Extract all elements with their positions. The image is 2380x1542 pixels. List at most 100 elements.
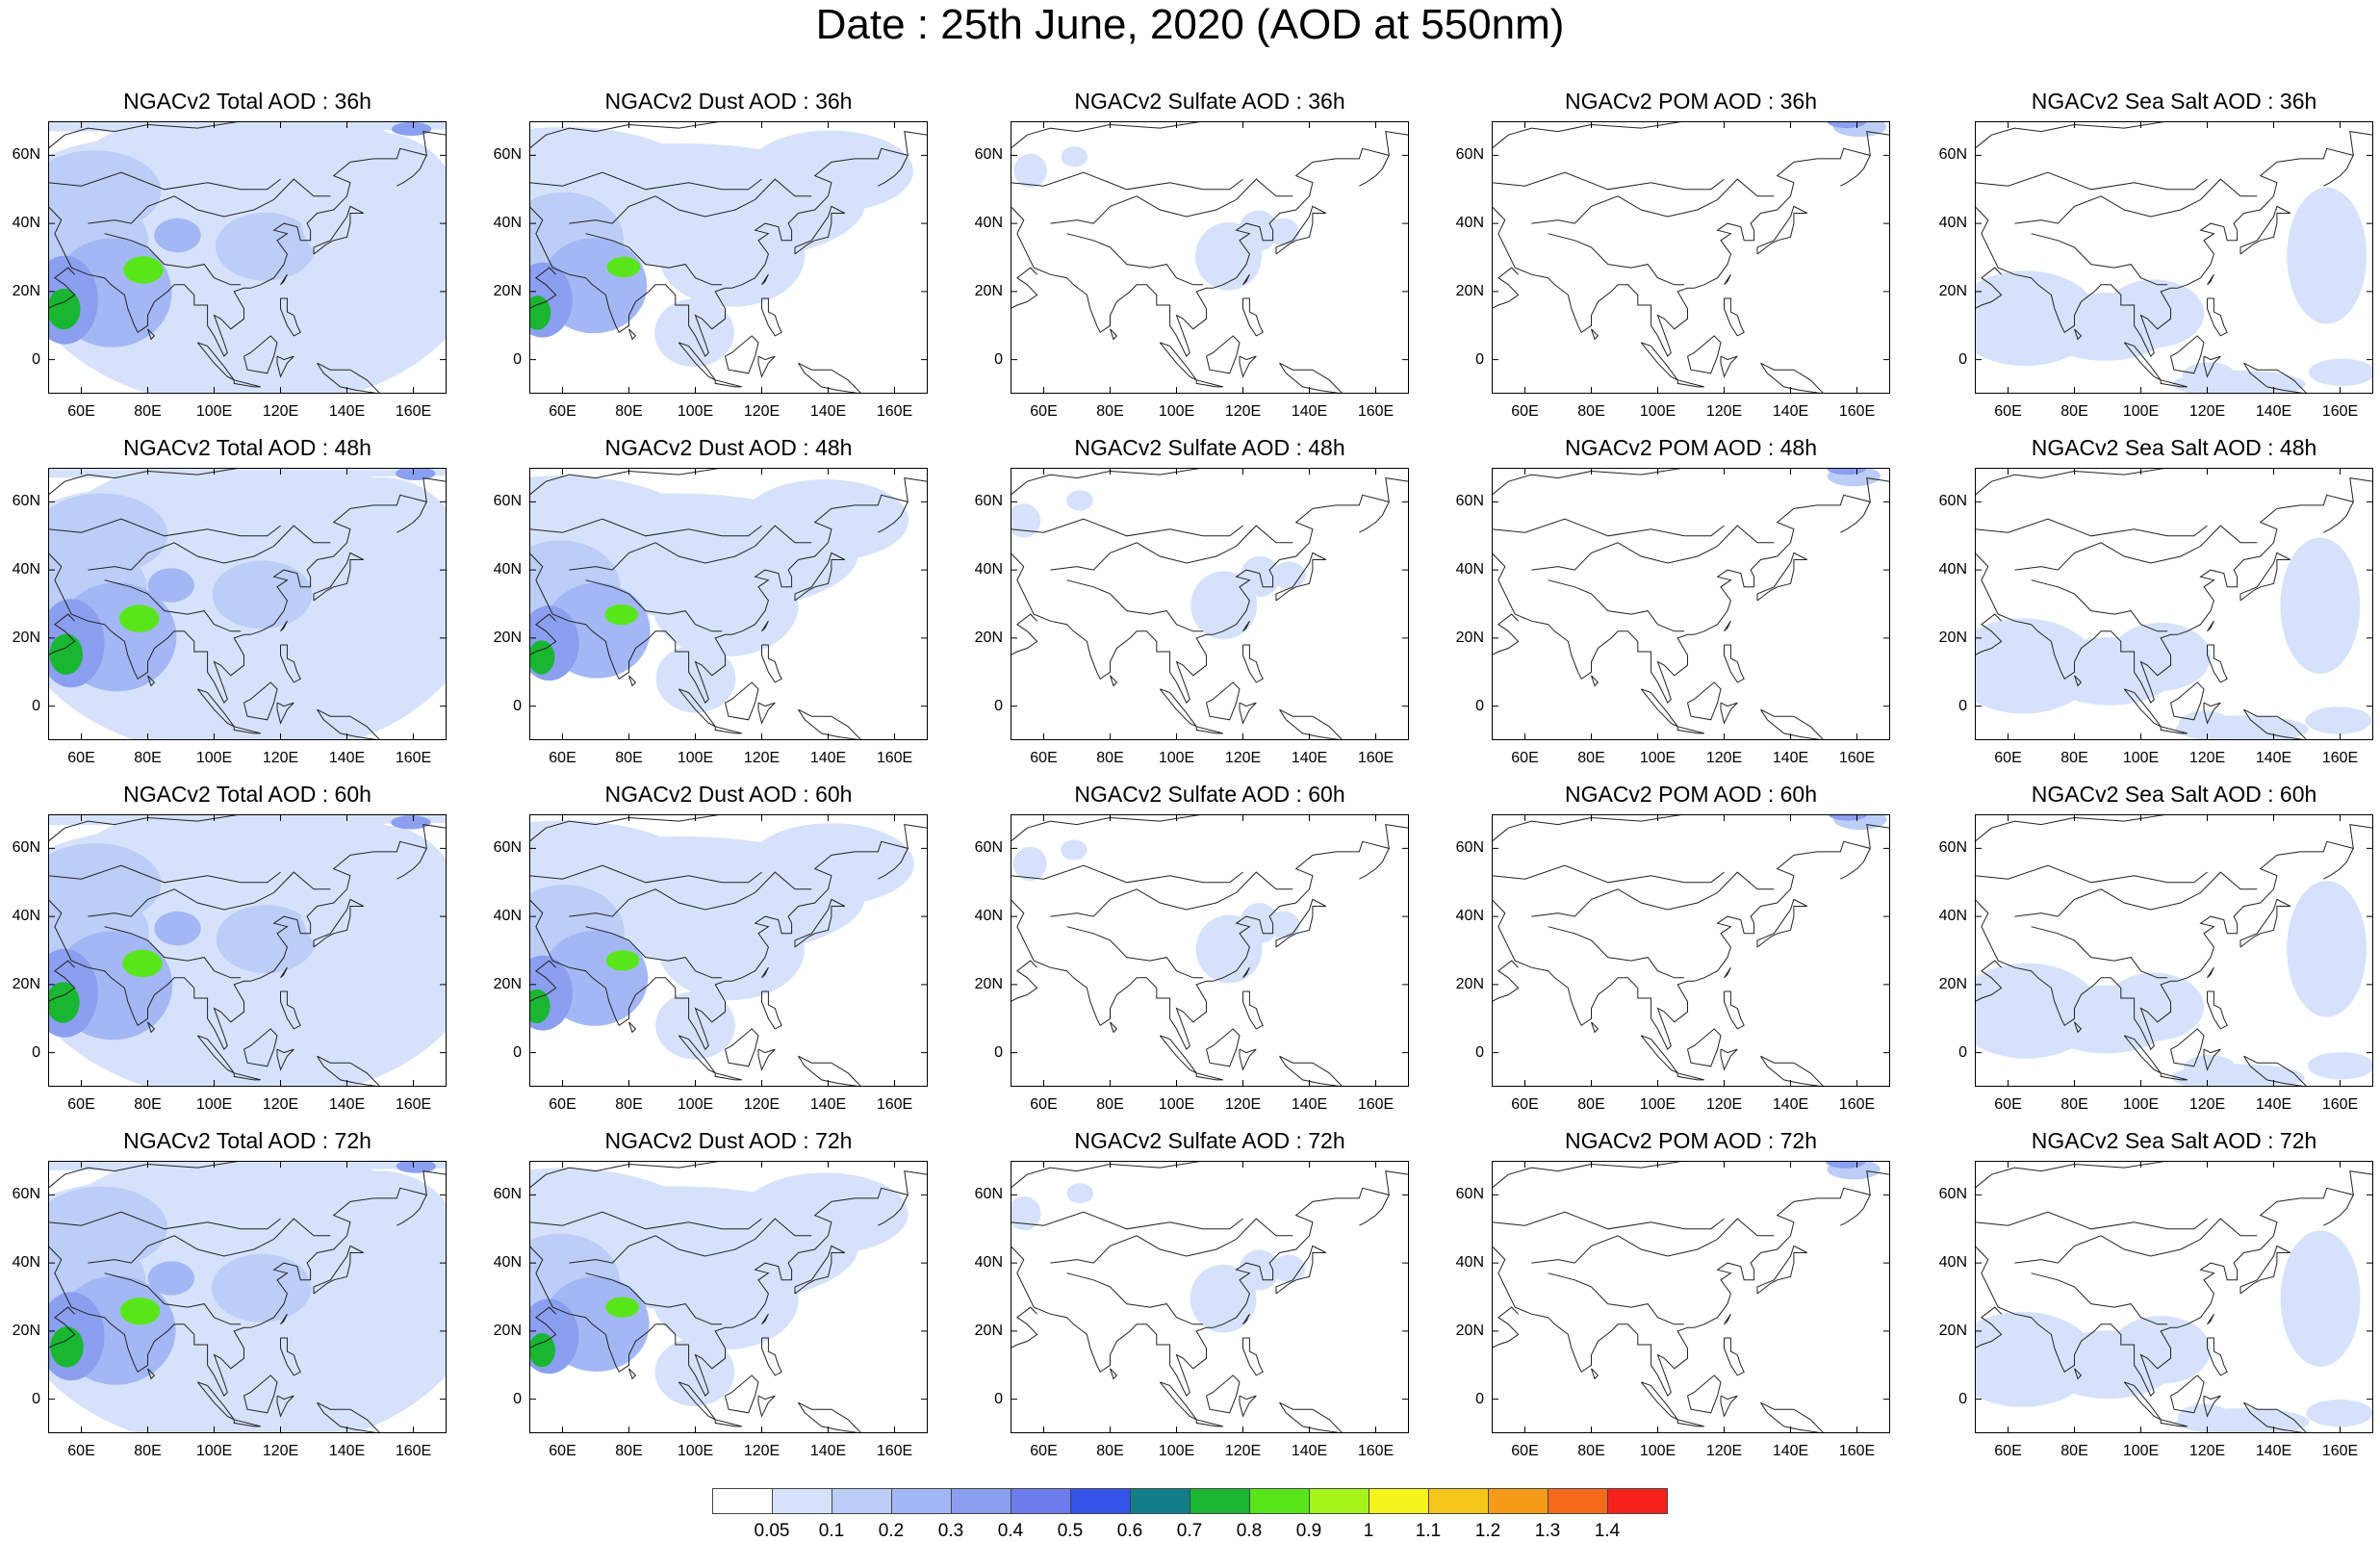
coastline: [878, 155, 908, 187]
aod-patch: [122, 949, 163, 978]
coastline: [2170, 335, 2205, 374]
coastline: [1195, 379, 1223, 388]
aod-patch: [605, 1297, 639, 1318]
aod-map: [1975, 121, 2373, 394]
aod-map: [1011, 1161, 1409, 1433]
lon-tick-label: 60E: [1030, 403, 1058, 420]
lat-tick-label: 0: [1475, 350, 1484, 368]
coastline: [1531, 871, 1775, 917]
lon-tick-label: 160E: [395, 1443, 432, 1459]
aod-patch: [742, 1172, 908, 1255]
lat-tick-label: 20N: [1455, 282, 1484, 299]
coastline: [2031, 926, 2168, 979]
lat-tick-label: 20N: [974, 629, 1003, 646]
lon-tick-label: 140E: [2255, 403, 2292, 420]
aod-map: [1492, 1161, 1890, 1433]
lon-tick-label: 160E: [876, 1096, 913, 1113]
aod-patch: [2287, 881, 2367, 1017]
coastline: [1724, 297, 1745, 337]
coastline: [529, 171, 762, 191]
aod-patch: [1271, 1254, 1306, 1283]
coastline: [1640, 342, 1678, 381]
coastline: [1242, 1313, 1250, 1325]
colorbar-box: [1369, 1488, 1429, 1514]
coastline: [1975, 1211, 2208, 1230]
coastline: [48, 824, 447, 1050]
lat-tick-label: 40N: [12, 215, 40, 232]
lon-tick-label: 60E: [67, 1096, 95, 1113]
coastline: [1640, 1381, 1678, 1421]
colorbar-box: [1011, 1488, 1071, 1514]
lon-tick-label: 80E: [2060, 1096, 2088, 1113]
coastline: [725, 681, 759, 721]
lat-tick-label: 60N: [974, 1186, 1003, 1203]
aod-patch: [1066, 1183, 1094, 1204]
lon-tick-label: 80E: [1577, 1443, 1605, 1459]
lon-tick-label: 140E: [2255, 1096, 2292, 1113]
lon-tick-label: 80E: [134, 1443, 162, 1459]
coastline: [233, 726, 261, 734]
lon-tick-label: 100E: [1158, 1096, 1195, 1113]
aod-patch: [529, 989, 550, 1024]
coastline: [761, 297, 782, 337]
map-panel-pom-1: NGACv2 POM AOD : 48h 60N 40N 20N 0 60E 80E 100E…: [1456, 435, 1959, 807]
aod-patch: [147, 1261, 194, 1296]
coastline: [569, 525, 812, 571]
coastline: [585, 233, 723, 286]
map-panel-dust-1: NGACv2 Dust AOD : 48h 60N 40N 20N 0 60E 80E 100…: [494, 435, 997, 807]
lon-tick-label: 160E: [1838, 403, 1876, 420]
coastline: [2074, 1368, 2083, 1380]
coastline: [1239, 1048, 1257, 1071]
aod-map: [1975, 814, 2373, 1087]
aod-patch: [119, 1298, 161, 1325]
coastline: [48, 1211, 281, 1230]
panel-title: NGACv2 POM AOD : 60h: [1564, 782, 1818, 807]
coastline: [714, 726, 742, 734]
aod-patch: [747, 130, 913, 213]
colorbar-box: [772, 1488, 832, 1514]
coastline: [2207, 644, 2228, 683]
coastline: [714, 1419, 742, 1427]
coastline: [2243, 1401, 2308, 1433]
coastline: [1492, 468, 1685, 496]
map-frame: [48, 468, 447, 740]
lon-tick-label: 160E: [395, 1096, 432, 1113]
aod-patch: [658, 204, 806, 307]
lon-tick-label: 80E: [2060, 403, 2088, 420]
lat-tick-label: 20N: [12, 1322, 40, 1339]
aod-map: [529, 468, 928, 740]
aod-patch: [212, 560, 313, 630]
coastline: [569, 1218, 812, 1264]
coastline: [2031, 1272, 2168, 1325]
lon-tick-label: 60E: [1511, 1443, 1539, 1459]
coastline: [1720, 702, 1738, 725]
coastline: [1492, 960, 1520, 1003]
coastline: [1975, 121, 2168, 149]
lon-tick-label: 140E: [2255, 1443, 2292, 1459]
coastline: [2207, 966, 2214, 979]
coastline: [397, 501, 427, 533]
coastline: [714, 1072, 742, 1081]
aod-patch: [654, 298, 734, 368]
aod-patch: [1061, 146, 1088, 167]
coastline: [2014, 525, 2258, 571]
aod-map: [529, 814, 928, 1087]
coastline: [1011, 1211, 1243, 1230]
lon-tick-label: 120E: [2188, 1096, 2226, 1113]
coastline: [1492, 1161, 1685, 1189]
aod-patch: [652, 554, 799, 657]
coastline: [529, 518, 762, 537]
coastline: [798, 1401, 862, 1433]
coastline: [276, 702, 294, 725]
coastline: [1760, 1055, 1825, 1087]
coastline: [48, 131, 447, 357]
coastline: [2243, 708, 2308, 740]
coastline: [1242, 297, 1264, 337]
aod-patch: [2308, 1052, 2373, 1080]
coastline: [397, 155, 427, 187]
coastline: [48, 613, 76, 656]
lon-tick-label: 100E: [195, 1443, 233, 1459]
colorbar-box: [1070, 1488, 1131, 1514]
map-frame: [48, 1161, 447, 1433]
lat-tick-label: 0: [994, 1390, 1003, 1407]
